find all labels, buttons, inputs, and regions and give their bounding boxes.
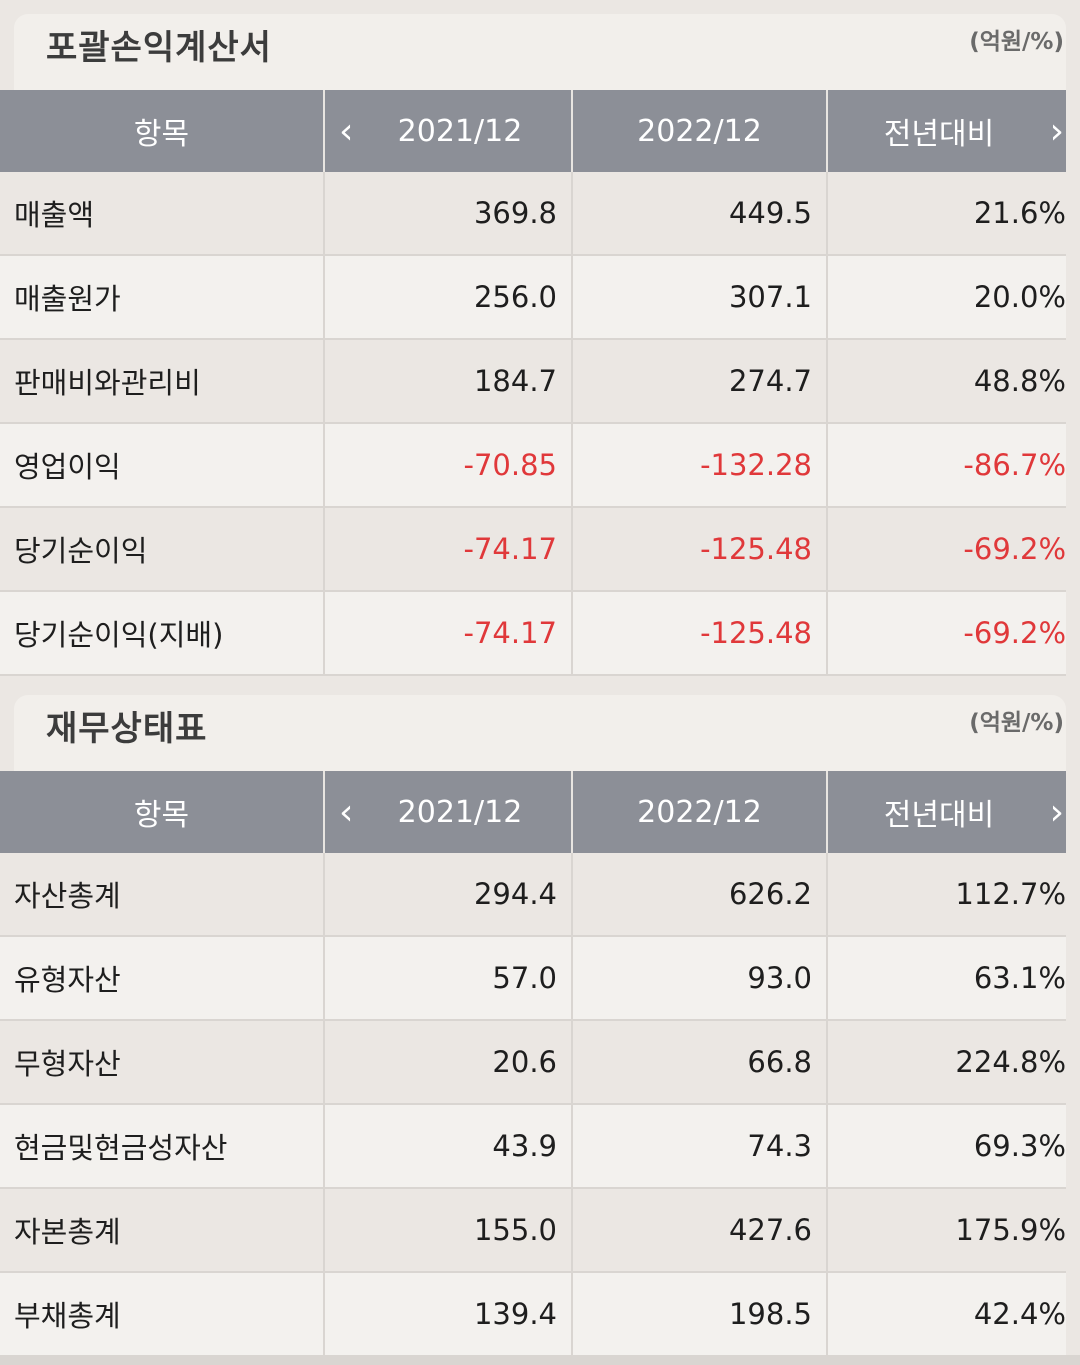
- table-row[interactable]: 당기순이익(지배) -74.17 -125.48 -69.2%: [0, 592, 1066, 676]
- value-2022: 74.3: [573, 1105, 828, 1187]
- table-row[interactable]: 매출액 369.8 449.5 21.6%: [0, 172, 1066, 256]
- table-row[interactable]: 자본총계 155.0 427.6 175.9%: [0, 1189, 1066, 1273]
- value-2022: 307.1: [573, 256, 828, 338]
- value-2022: 274.7: [573, 340, 828, 422]
- table-row[interactable]: 현금및현금성자산 43.9 74.3 69.3%: [0, 1105, 1066, 1189]
- row-label: 매출원가: [0, 256, 325, 338]
- value-yoy: 63.1%: [973, 961, 1066, 995]
- table-row[interactable]: 매출원가 256.0 307.1 20.0%: [0, 256, 1066, 340]
- table-row[interactable]: 부채총계 139.4 198.5 42.4%: [0, 1273, 1066, 1357]
- bottom-divider: [0, 1355, 1080, 1365]
- value-yoy: 21.6%: [973, 196, 1066, 230]
- row-label: 무형자산: [0, 1021, 325, 1103]
- balance-unit-label: (억원/%): [969, 710, 1064, 736]
- balance-header-2021-label: 2021/12: [397, 794, 523, 830]
- chevron-left-icon[interactable]: ‹: [339, 110, 354, 152]
- value-2022: -125.48: [573, 592, 828, 674]
- income-header-2021: ‹ 2021/12: [325, 90, 573, 172]
- row-label: 자본총계: [0, 1189, 325, 1271]
- balance-header-yoy-label: 전년대비: [883, 798, 995, 833]
- balance-header-2021: ‹ 2021/12: [325, 771, 573, 853]
- row-label: 영업이익: [0, 424, 325, 506]
- income-header-item: 항목: [0, 90, 325, 172]
- value-yoy: 224.8%: [955, 1045, 1066, 1079]
- income-section-title: 포괄손익계산서: [46, 28, 272, 68]
- balance-header-2022: 2022/12: [573, 771, 828, 853]
- row-label: 유형자산: [0, 937, 325, 1019]
- row-label: 현금및현금성자산: [0, 1105, 325, 1187]
- value-2022: 626.2: [573, 853, 828, 935]
- row-label: 자산총계: [0, 853, 325, 935]
- value-2021: 57.0: [325, 937, 573, 1019]
- row-label: 당기순이익(지배): [0, 592, 325, 674]
- value-2021: 369.8: [325, 172, 573, 254]
- value-2022: 66.8: [573, 1021, 828, 1103]
- value-yoy: 175.9%: [955, 1213, 1066, 1247]
- income-unit-label: (억원/%): [969, 29, 1064, 55]
- value-yoy: -69.2%: [963, 532, 1066, 566]
- value-2021: 43.9: [325, 1105, 573, 1187]
- value-2021: -74.17: [325, 508, 573, 590]
- value-yoy: 48.8%: [973, 364, 1066, 398]
- income-section-header: 포괄손익계산서 (억원/%): [14, 14, 1066, 90]
- value-2022: 449.5: [573, 172, 828, 254]
- row-label: 판매비와관리비: [0, 340, 325, 422]
- value-2021: 184.7: [325, 340, 573, 422]
- table-row[interactable]: 자산총계 294.4 626.2 112.7%: [0, 853, 1066, 937]
- value-2021: 155.0: [325, 1189, 573, 1271]
- row-label: 당기순이익: [0, 508, 325, 590]
- chevron-right-icon[interactable]: ›: [1049, 110, 1064, 152]
- income-header-2022: 2022/12: [573, 90, 828, 172]
- table-row[interactable]: 유형자산 57.0 93.0 63.1%: [0, 937, 1066, 1021]
- value-yoy: -69.2%: [963, 616, 1066, 650]
- table-row[interactable]: 판매비와관리비 184.7 274.7 48.8%: [0, 340, 1066, 424]
- value-2021: -70.85: [325, 424, 573, 506]
- value-yoy: 20.0%: [973, 280, 1066, 314]
- income-table-body: 매출액 369.8 449.5 21.6% 매출원가 256.0 307.1 20.0% 판매비…: [0, 172, 1066, 676]
- value-2021: 294.4: [325, 853, 573, 935]
- value-2022: 93.0: [573, 937, 828, 1019]
- value-2022: 427.6: [573, 1189, 828, 1271]
- value-2021: 256.0: [325, 256, 573, 338]
- balance-header-item: 항목: [0, 771, 325, 853]
- value-2022: 198.5: [573, 1273, 828, 1355]
- value-2022: -125.48: [573, 508, 828, 590]
- chevron-left-icon[interactable]: ‹: [339, 791, 354, 833]
- table-row[interactable]: 무형자산 20.6 66.8 224.8%: [0, 1021, 1066, 1105]
- balance-table-body: 자산총계 294.4 626.2 112.7% 유형자산 57.0 93.0 63.1% 무형자…: [0, 853, 1066, 1357]
- income-header-2021-label: 2021/12: [397, 113, 523, 149]
- balance-table-header: 항목 ‹ 2021/12 2022/12 전년대비 ›: [0, 771, 1066, 853]
- value-2022: -132.28: [573, 424, 828, 506]
- balance-header-yoy: 전년대비 ›: [828, 771, 1066, 853]
- table-row[interactable]: 당기순이익 -74.17 -125.48 -69.2%: [0, 508, 1066, 592]
- income-header-yoy: 전년대비 ›: [828, 90, 1066, 172]
- value-yoy: 112.7%: [955, 877, 1066, 911]
- row-label: 부채총계: [0, 1273, 325, 1355]
- value-yoy: -86.7%: [963, 448, 1066, 482]
- table-row[interactable]: 영업이익 -70.85 -132.28 -86.7%: [0, 424, 1066, 508]
- balance-section-title: 재무상태표: [46, 709, 208, 749]
- value-2021: 139.4: [325, 1273, 573, 1355]
- value-yoy: 42.4%: [973, 1297, 1066, 1331]
- value-yoy: 69.3%: [973, 1129, 1066, 1163]
- value-2021: -74.17: [325, 592, 573, 674]
- chevron-right-icon[interactable]: ›: [1049, 791, 1064, 833]
- income-table-header: 항목 ‹ 2021/12 2022/12 전년대비 ›: [0, 90, 1066, 172]
- balance-section-header: 재무상태표 (억원/%): [14, 695, 1066, 771]
- value-2021: 20.6: [325, 1021, 573, 1103]
- income-header-yoy-label: 전년대비: [883, 117, 995, 152]
- row-label: 매출액: [0, 172, 325, 254]
